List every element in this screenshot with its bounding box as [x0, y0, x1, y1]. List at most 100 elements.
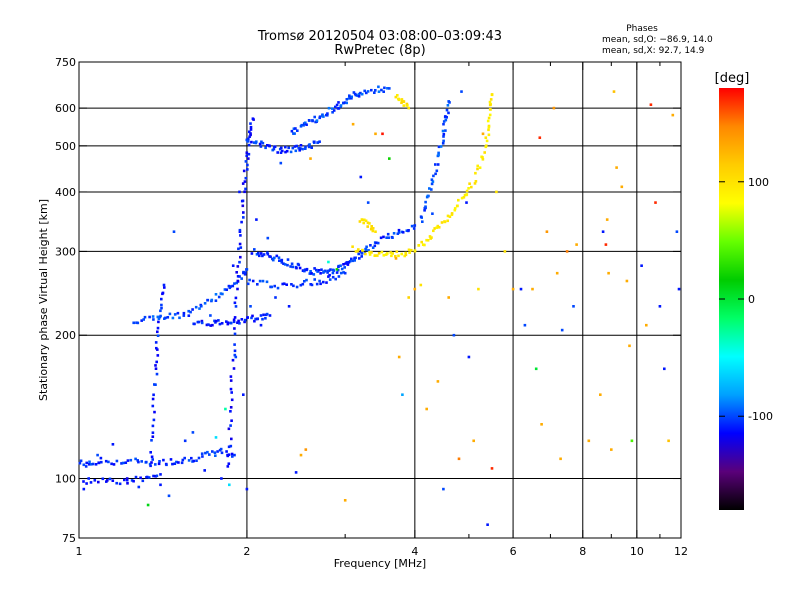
data-point	[294, 127, 297, 130]
data-point	[361, 218, 364, 222]
data-point	[153, 410, 156, 414]
data-point	[444, 115, 447, 118]
data-point	[394, 95, 398, 99]
data-point	[140, 460, 143, 463]
data-point	[87, 477, 90, 480]
data-point	[152, 418, 156, 422]
data-point	[215, 319, 218, 323]
data-point	[298, 149, 301, 152]
data-point	[308, 272, 312, 275]
data-point	[405, 102, 409, 106]
x-tick-label: 12	[674, 545, 688, 558]
colorbar-tick-label: 100	[748, 176, 769, 189]
data-point	[559, 457, 562, 461]
data-point	[391, 252, 394, 255]
data-point	[331, 275, 335, 279]
data-point	[375, 241, 378, 245]
y-tick-label: 200	[55, 329, 76, 342]
data-point	[444, 118, 448, 122]
data-point	[413, 287, 417, 291]
data-point	[452, 333, 456, 337]
data-point	[89, 481, 93, 484]
data-point	[79, 459, 83, 463]
data-point	[434, 172, 437, 176]
data-point	[273, 284, 276, 288]
data-point	[154, 364, 157, 367]
data-point	[250, 140, 253, 144]
data-point	[230, 398, 234, 402]
data-point	[242, 211, 245, 214]
data-point	[248, 130, 251, 134]
data-point	[366, 90, 370, 93]
data-point	[301, 282, 305, 286]
data-point	[374, 89, 377, 92]
data-point	[292, 127, 296, 130]
data-point	[296, 129, 299, 132]
data-point	[465, 193, 469, 196]
data-point	[671, 113, 675, 117]
data-point	[446, 214, 450, 218]
data-point	[233, 316, 237, 319]
data-point	[605, 218, 609, 221]
data-point	[331, 111, 334, 114]
data-point	[230, 452, 234, 456]
data-point	[149, 451, 152, 454]
data-point	[383, 86, 386, 90]
data-point	[178, 316, 181, 320]
data-point	[430, 188, 433, 191]
data-point	[233, 343, 236, 346]
data-point	[85, 482, 88, 485]
data-point	[386, 87, 389, 90]
data-point	[120, 462, 123, 465]
data-point	[192, 459, 195, 463]
data-point	[396, 94, 399, 97]
data-point	[373, 91, 376, 94]
data-point	[358, 257, 361, 260]
data-point	[316, 270, 319, 273]
data-point	[111, 443, 115, 446]
data-point	[436, 224, 440, 228]
data-point	[486, 523, 489, 526]
data-point	[266, 251, 269, 254]
data-point	[286, 263, 289, 267]
data-point	[169, 458, 173, 461]
stats-line-o: mean, sd,O: −86.9, 14.0	[602, 35, 713, 45]
plot-area	[78, 61, 682, 539]
data-point	[238, 260, 241, 264]
data-point	[236, 279, 240, 283]
data-point	[203, 469, 206, 472]
data-point	[249, 132, 252, 135]
data-point	[322, 280, 325, 284]
data-point	[232, 318, 236, 322]
data-point	[397, 228, 401, 232]
data-point	[219, 447, 223, 451]
data-point	[442, 139, 445, 143]
data-point	[337, 107, 341, 110]
data-point	[227, 445, 231, 449]
data-point	[226, 322, 230, 326]
data-point	[234, 296, 238, 300]
x-axis-label: Frequency [MHz]	[334, 557, 426, 570]
data-point	[152, 318, 155, 321]
data-point	[354, 250, 358, 253]
data-point	[183, 456, 186, 460]
grid-lines	[79, 62, 681, 538]
data-point	[286, 258, 290, 261]
data-point	[249, 125, 253, 129]
data-point	[245, 268, 249, 271]
data-point	[100, 460, 103, 464]
data-point	[332, 269, 336, 272]
data-point	[132, 321, 135, 325]
data-point	[645, 323, 648, 327]
data-point	[303, 269, 306, 273]
data-point	[303, 280, 306, 283]
data-point	[172, 230, 176, 233]
data-point	[628, 344, 631, 348]
data-point	[457, 457, 461, 461]
data-point	[447, 100, 450, 103]
data-point	[387, 236, 390, 239]
data-point	[534, 367, 538, 371]
data-point	[246, 163, 249, 167]
data-point	[226, 454, 230, 458]
data-point	[489, 98, 493, 101]
